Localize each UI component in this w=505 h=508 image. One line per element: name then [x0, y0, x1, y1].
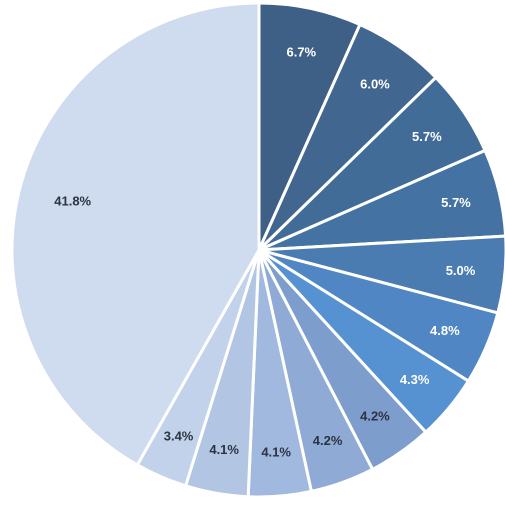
- pie-slice-label-12: 3.4%: [164, 428, 194, 443]
- pie-slice-label-7: 4.3%: [400, 372, 430, 387]
- pie-slice-label-2: 6.0%: [360, 76, 390, 91]
- pie-slices: [10, 1, 505, 499]
- pie-slice-label-8: 4.2%: [360, 409, 390, 424]
- pie-slice-label-11: 4.1%: [209, 442, 239, 457]
- pie-slice-label-1: 6.7%: [286, 44, 316, 59]
- pie-slice-4: [257, 148, 505, 252]
- pie-slice-label-3: 5.7%: [412, 129, 442, 144]
- pie-slice-label-5: 5.0%: [446, 263, 476, 278]
- pie-slice-label-13: 41.8%: [54, 193, 91, 208]
- pie-slice-label-10: 4.1%: [261, 444, 291, 459]
- pie-slice-label-4: 5.7%: [441, 195, 471, 210]
- pie-slice-label-9: 4.2%: [313, 433, 343, 448]
- pie-slice-label-6: 4.8%: [430, 323, 460, 338]
- pie-slice-13: [10, 1, 261, 467]
- pie-labels: 6.7% 6.0% 5.7% 5.7% 5.0% 4.8% 4.3% 4.2% 4.2% 4.1%…: [54, 44, 476, 459]
